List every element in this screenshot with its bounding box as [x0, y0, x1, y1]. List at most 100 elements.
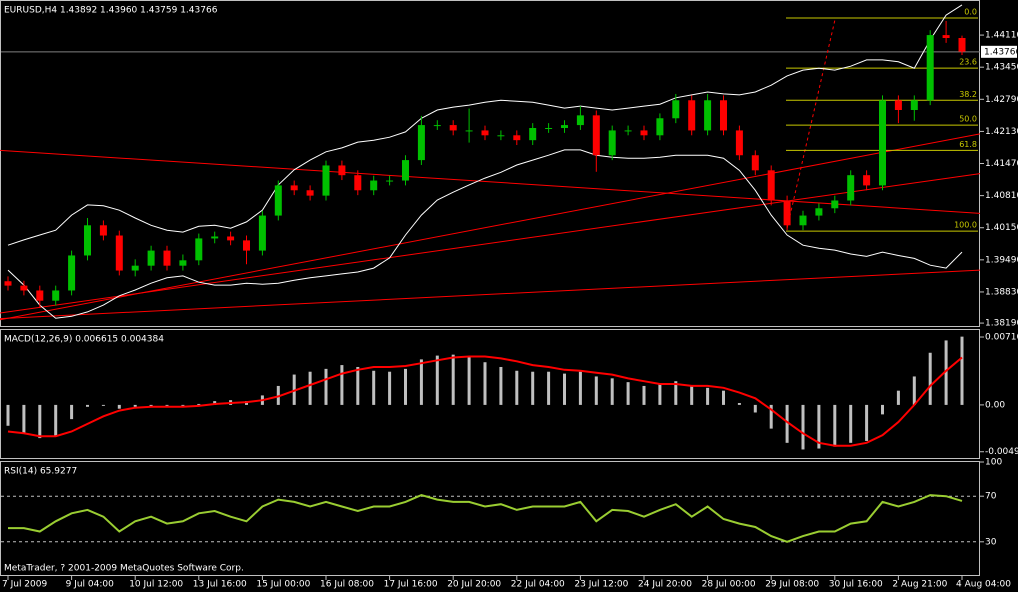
macd-bar	[547, 371, 551, 405]
y-tick-label: 1.43450	[985, 63, 1018, 73]
candle-body	[4, 281, 12, 286]
candle-body	[274, 185, 282, 216]
y-tick-label: -0.00494	[985, 447, 1018, 457]
macd-bar	[737, 403, 741, 405]
candle-body	[211, 236, 219, 239]
macd-bar	[404, 368, 407, 405]
candle-body	[131, 265, 139, 271]
candle-body	[847, 175, 855, 201]
macd-bar	[785, 404, 789, 443]
macd-bar	[769, 404, 773, 429]
macd-bar	[499, 366, 503, 405]
candle-body	[608, 130, 616, 156]
candle-body	[497, 135, 505, 137]
trendline	[0, 173, 981, 314]
candle-body	[433, 125, 441, 127]
candle-body	[656, 118, 664, 136]
macd-bar	[626, 382, 630, 405]
x-tick-label: 29 Jul 08:00	[765, 580, 819, 590]
candle-body	[147, 250, 155, 266]
macd-bar	[6, 404, 10, 426]
macd-bar	[324, 368, 328, 405]
candle-body	[561, 125, 568, 128]
macd-title: MACD(12,26,9) 0.006615 0.004384	[4, 335, 164, 345]
candle-body	[481, 130, 489, 136]
candle-body	[322, 165, 330, 196]
x-tick-label: 4 Aug 04:00	[956, 580, 1011, 590]
y-tick-label: 1.41470	[985, 159, 1018, 169]
macd-bar	[308, 371, 312, 405]
candle-body	[68, 255, 76, 291]
band-upper	[7, 4, 963, 246]
macd-bar	[38, 404, 42, 439]
candle-body	[576, 115, 584, 126]
y-tick-label: 0.00716	[985, 333, 1018, 343]
macd-bar	[340, 365, 344, 405]
macd-bar	[801, 404, 805, 450]
fib-label: 100.0	[954, 221, 977, 230]
candle-body	[370, 180, 378, 191]
x-tick-label: 15 Jul 00:00	[256, 580, 310, 590]
candle-body	[910, 100, 918, 110]
candle-body	[306, 190, 314, 196]
macd-bar	[594, 376, 598, 405]
macd-bar	[356, 366, 360, 405]
macd-bar	[181, 404, 185, 406]
candle-body	[942, 35, 950, 38]
macd-bar	[642, 385, 646, 405]
fib-label: 23.6	[959, 58, 977, 67]
y-tick-label: 1.40150	[985, 223, 1018, 233]
x-tick-label: 30 Jul 16:00	[829, 580, 883, 590]
band-lower	[7, 149, 963, 319]
macd-bar	[483, 362, 487, 405]
price-title: EURUSD,H4 1.43892 1.43960 1.43759 1.4376…	[4, 6, 218, 16]
macd-bar	[419, 359, 423, 405]
macd-bar	[658, 384, 662, 405]
y-tick-label: 1.38830	[985, 287, 1018, 297]
x-tick-label: 10 Jul 12:00	[129, 580, 183, 590]
candle-body	[338, 165, 346, 176]
macd-bar	[70, 404, 74, 420]
candle-body	[529, 128, 537, 141]
y-tick-label: 100	[985, 458, 1002, 468]
rsi-title: RSI(14) 65.9277	[4, 467, 77, 477]
candle-body	[751, 155, 759, 171]
x-tick-label: 22 Jul 04:00	[511, 580, 565, 590]
candle-body	[592, 115, 600, 156]
candle-body	[688, 100, 696, 131]
candle-body	[52, 290, 60, 301]
y-tick-label: 0.00	[985, 400, 1005, 410]
candle-body	[894, 100, 902, 110]
candle-body	[386, 180, 394, 182]
candle-body	[720, 100, 727, 131]
macd-bar	[706, 387, 710, 405]
macd-bar	[912, 376, 916, 405]
candle-body	[783, 200, 791, 226]
current-price-box	[981, 45, 1017, 58]
signal-line	[7, 355, 963, 447]
y-tick-label: 30	[985, 537, 997, 547]
macd-bar	[881, 404, 884, 415]
macd-bar	[86, 404, 89, 407]
x-tick-label: 28 Jul 00:00	[702, 580, 756, 590]
macd-bar	[563, 373, 566, 405]
macd-bar	[531, 371, 535, 405]
macd-bar	[117, 404, 121, 409]
trendline	[0, 133, 981, 321]
candle-body	[290, 185, 298, 191]
macd-bar	[833, 404, 837, 447]
macd-bar	[467, 356, 471, 405]
x-tick-label: 16 Jul 08:00	[320, 580, 374, 590]
candle-body	[815, 208, 823, 216]
candle-body	[958, 38, 966, 52]
candle-body	[258, 215, 266, 251]
candle-body	[243, 240, 250, 251]
x-tick-label: 7 Jul 2009	[2, 580, 47, 590]
candle-body	[36, 290, 44, 301]
macd-bar	[865, 404, 869, 441]
candle-body	[863, 175, 871, 186]
candle-body	[20, 285, 28, 291]
y-tick-label: 1.44110	[985, 31, 1018, 41]
macd-bar	[690, 385, 694, 405]
